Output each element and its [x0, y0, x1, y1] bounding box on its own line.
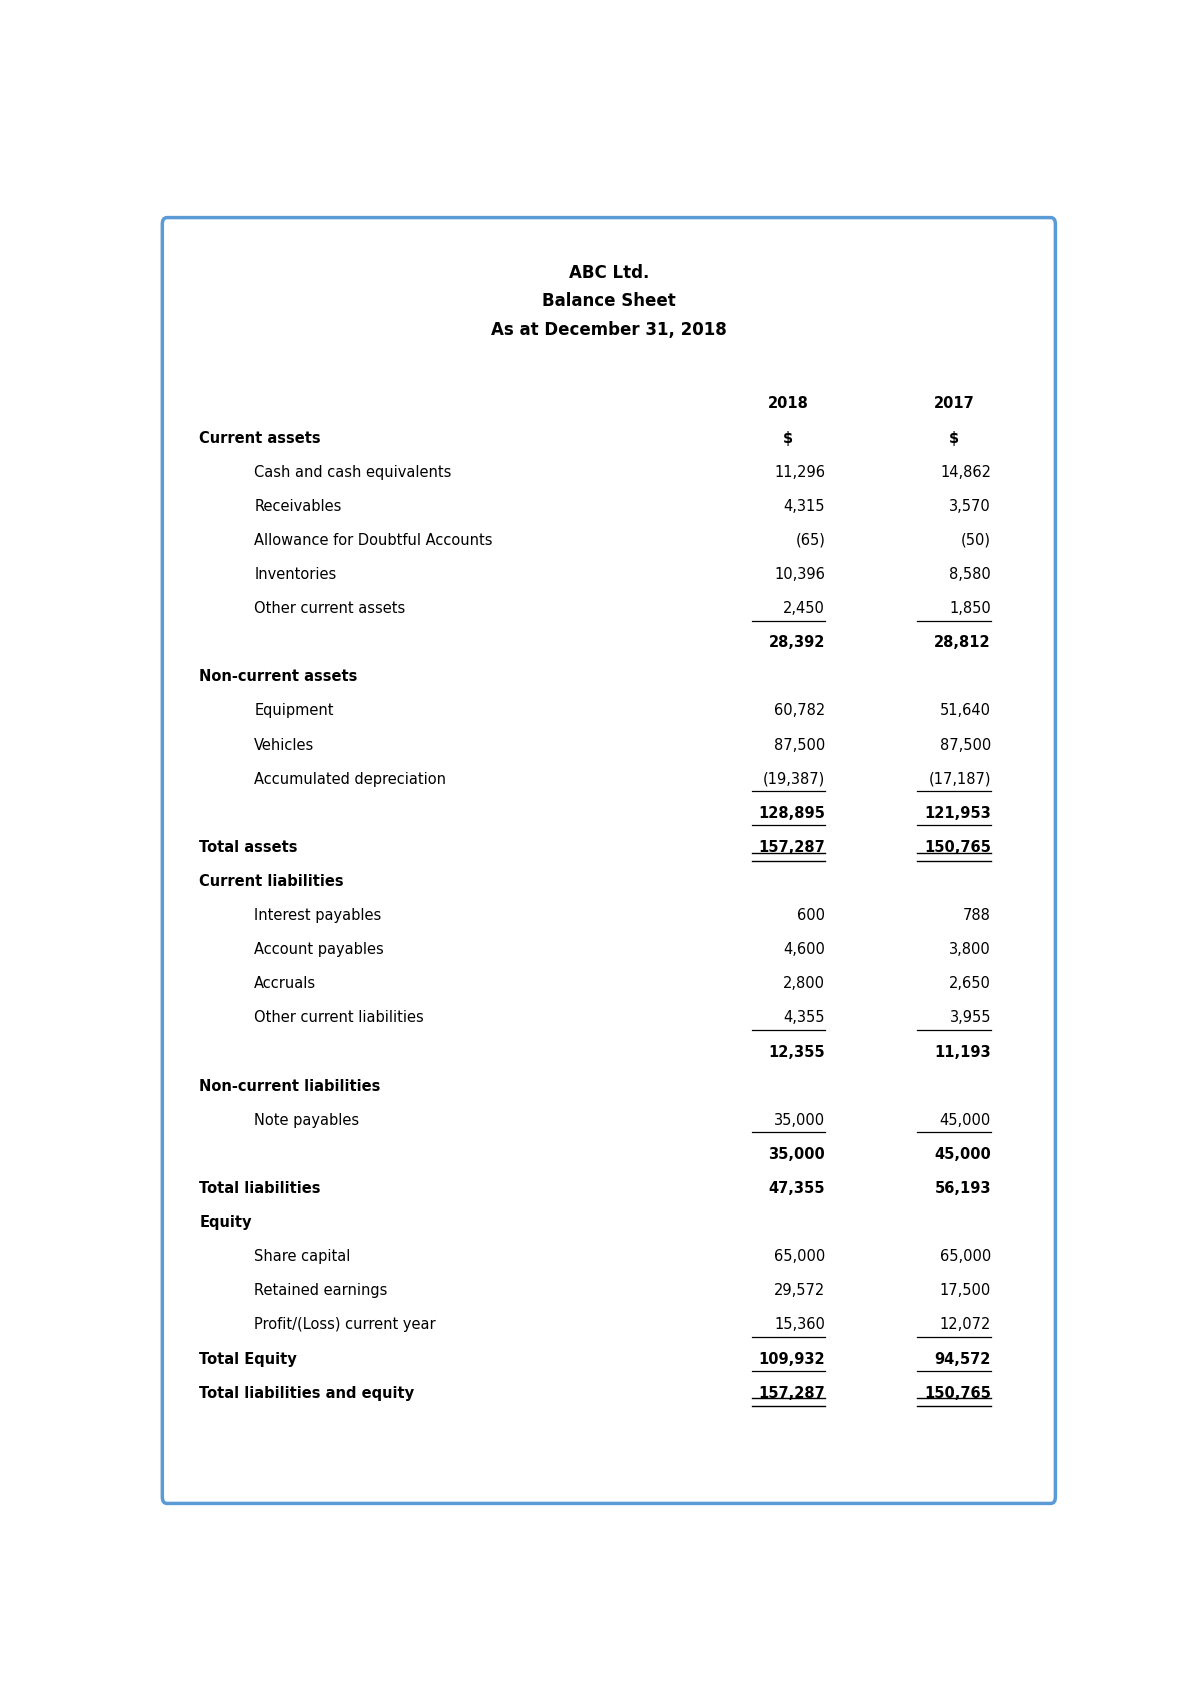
Text: 65,000: 65,000 — [940, 1249, 991, 1264]
Text: Equipment: Equipment — [254, 704, 334, 719]
Text: Total assets: Total assets — [200, 840, 298, 855]
Text: 4,600: 4,600 — [783, 942, 826, 958]
Text: Allowance for Doubtful Accounts: Allowance for Doubtful Accounts — [254, 533, 493, 549]
Text: 2,800: 2,800 — [783, 976, 826, 992]
Text: 150,765: 150,765 — [924, 840, 991, 855]
Text: Other current assets: Other current assets — [254, 602, 405, 617]
Text: Profit/(Loss) current year: Profit/(Loss) current year — [254, 1317, 436, 1333]
Text: 788: 788 — [963, 908, 991, 924]
Text: Inventories: Inventories — [254, 567, 336, 583]
Text: 3,570: 3,570 — [949, 499, 991, 515]
Text: 1,850: 1,850 — [949, 602, 991, 617]
Text: Non-current assets: Non-current assets — [200, 670, 358, 685]
Text: 35,000: 35,000 — [769, 1147, 826, 1162]
Text: 15,360: 15,360 — [775, 1317, 826, 1333]
Text: 600: 600 — [797, 908, 826, 924]
Text: Account payables: Account payables — [254, 942, 384, 958]
Text: Retained earnings: Retained earnings — [254, 1283, 387, 1298]
Text: 121,953: 121,953 — [924, 806, 991, 821]
Text: 56,193: 56,193 — [935, 1181, 991, 1196]
Text: 4,315: 4,315 — [784, 499, 826, 515]
Text: 11,296: 11,296 — [775, 465, 826, 479]
Text: Non-current liabilities: Non-current liabilities — [200, 1079, 380, 1094]
Text: 12,072: 12,072 — [940, 1317, 991, 1333]
Text: 14,862: 14,862 — [940, 465, 991, 479]
Text: Other current liabilities: Other current liabilities — [254, 1010, 424, 1026]
Text: 3,955: 3,955 — [949, 1010, 991, 1026]
Text: Current assets: Current assets — [200, 431, 321, 445]
Text: (50): (50) — [961, 533, 991, 549]
Text: 2017: 2017 — [934, 397, 974, 411]
Text: $: $ — [949, 431, 959, 445]
Text: Note payables: Note payables — [254, 1113, 360, 1128]
Text: Accumulated depreciation: Accumulated depreciation — [254, 772, 447, 787]
Text: Cash and cash equivalents: Cash and cash equivalents — [254, 465, 451, 479]
Text: Receivables: Receivables — [254, 499, 342, 515]
Text: Interest payables: Interest payables — [254, 908, 381, 924]
Text: (17,187): (17,187) — [929, 772, 991, 787]
Text: ABC Ltd.: ABC Ltd. — [569, 264, 649, 281]
Text: 157,287: 157,287 — [758, 1385, 826, 1401]
Text: 10,396: 10,396 — [775, 567, 826, 583]
Text: Balance Sheet: Balance Sheet — [542, 293, 676, 310]
Text: 128,895: 128,895 — [758, 806, 826, 821]
Text: (65): (65) — [795, 533, 826, 549]
Text: 28,392: 28,392 — [769, 636, 826, 651]
Text: 150,765: 150,765 — [924, 1385, 991, 1401]
Text: 11,193: 11,193 — [934, 1045, 991, 1060]
Text: 8,580: 8,580 — [949, 567, 991, 583]
Text: 87,500: 87,500 — [940, 738, 991, 753]
Text: 109,932: 109,932 — [759, 1351, 826, 1367]
Text: Total Equity: Total Equity — [200, 1351, 297, 1367]
FancyBboxPatch shape — [163, 218, 1055, 1503]
Text: 47,355: 47,355 — [769, 1181, 826, 1196]
Text: Accruals: Accruals — [254, 976, 316, 992]
Text: Share capital: Share capital — [254, 1249, 350, 1264]
Text: $: $ — [783, 431, 794, 445]
Text: 4,355: 4,355 — [784, 1010, 826, 1026]
Text: 157,287: 157,287 — [758, 840, 826, 855]
Text: 29,572: 29,572 — [773, 1283, 826, 1298]
Text: 51,640: 51,640 — [940, 704, 991, 719]
Text: 87,500: 87,500 — [773, 738, 826, 753]
Text: (19,387): (19,387) — [763, 772, 826, 787]
Text: 45,000: 45,000 — [934, 1147, 991, 1162]
Text: 2018: 2018 — [767, 397, 809, 411]
Text: 60,782: 60,782 — [773, 704, 826, 719]
Text: 45,000: 45,000 — [940, 1113, 991, 1128]
Text: Current liabilities: Current liabilities — [200, 874, 343, 889]
Text: Total liabilities: Total liabilities — [200, 1181, 321, 1196]
Text: 2,650: 2,650 — [949, 976, 991, 992]
Text: 12,355: 12,355 — [769, 1045, 826, 1060]
Text: 28,812: 28,812 — [934, 636, 991, 651]
Text: 94,572: 94,572 — [935, 1351, 991, 1367]
Text: 65,000: 65,000 — [773, 1249, 826, 1264]
Text: 3,800: 3,800 — [949, 942, 991, 958]
Text: 17,500: 17,500 — [940, 1283, 991, 1298]
Text: As at December 31, 2018: As at December 31, 2018 — [491, 322, 727, 339]
Text: Equity: Equity — [200, 1215, 252, 1230]
Text: Total liabilities and equity: Total liabilities and equity — [200, 1385, 415, 1401]
Text: 2,450: 2,450 — [783, 602, 826, 617]
Text: Vehicles: Vehicles — [254, 738, 315, 753]
Text: 35,000: 35,000 — [775, 1113, 826, 1128]
